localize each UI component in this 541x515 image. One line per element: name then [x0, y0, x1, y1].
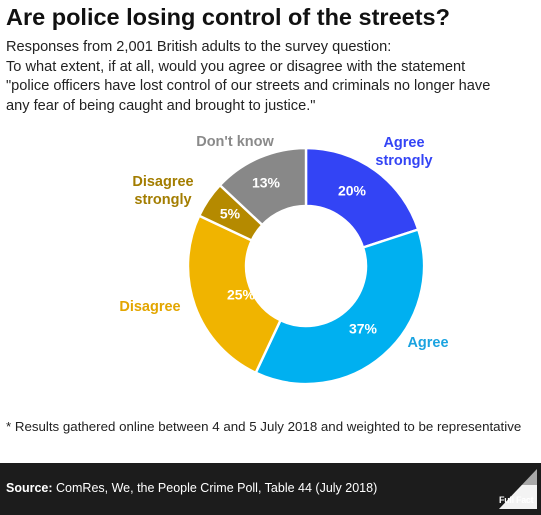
subtitle-line-1: Responses from 2,001 British adults to t… — [6, 39, 392, 55]
source-bar: Source: ComRes, We, the People Crime Pol… — [0, 463, 541, 515]
subtitle-line-2: To what extent, if at all, would you agr… — [6, 58, 466, 75]
full-fact-logo-icon — [499, 469, 537, 509]
slice-value-label-2: 25% — [227, 287, 256, 303]
donut-slice-2 — [186, 214, 283, 375]
slice-category-label-2: Disagree — [119, 299, 180, 315]
donut-slice-4 — [218, 146, 308, 227]
footnote: * Results gathered online between 4 and … — [6, 419, 522, 434]
slice-value-label-4: 13% — [252, 175, 281, 191]
slice-value-label-3: 5% — [220, 206, 241, 222]
donut-slice-1 — [254, 228, 426, 386]
subtitle-line-3: "police officers have lost control of ou… — [6, 78, 491, 94]
slice-value-label-1: 37% — [349, 321, 378, 337]
chart-subtitle: Responses from 2,001 British adults to t… — [6, 38, 536, 116]
chart-title: Are police losing control of the streets… — [6, 4, 450, 30]
slice-category-label-0: Agree strongly — [375, 135, 432, 169]
slice-category-label-1: Agree — [407, 335, 448, 351]
subtitle-line-4: any fear of being caught and brought to … — [6, 97, 316, 114]
donut-slice-0 — [304, 146, 420, 249]
donut-chart: 20% Agree strongly 37% Agree 25% Disagree 5% Dis… — [119, 134, 449, 386]
slice-value-label-0: 20% — [338, 183, 367, 199]
slice-category-label-3: Disagree strongly — [132, 174, 193, 208]
source-citation: ComRes, We, the People Crime Poll, Table… — [56, 481, 378, 495]
source-text: Source: ComRes, We, the People Crime Pol… — [6, 481, 377, 495]
full-fact-logo-text: Full Fact — [499, 495, 534, 505]
source-label: Source: — [6, 481, 53, 495]
slice-category-label-4: Don't know — [196, 134, 274, 150]
